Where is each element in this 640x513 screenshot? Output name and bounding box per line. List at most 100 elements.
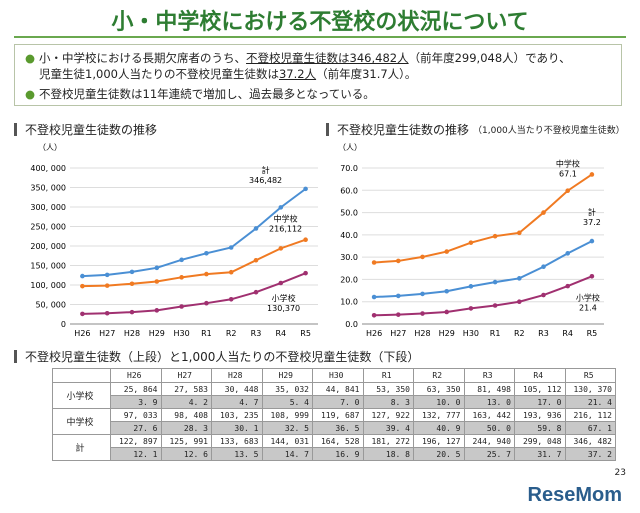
data-point (154, 308, 160, 313)
text: （前年度31.7人）。 (316, 67, 417, 81)
table-row-count: 中学校 97, 033 98, 408 103, 235 108, 999 119, 68… (52, 408, 616, 435)
count-cell: 44, 841 (312, 382, 364, 396)
data-point (468, 284, 474, 289)
data-point (278, 246, 284, 251)
data-point (80, 283, 85, 289)
summary-box: ● 小・中学校における長期欠席者のうち、不登校児童生徒数は346,482人（前年… (14, 44, 622, 106)
y-tick-label: 150, 000 (30, 262, 66, 271)
data-point (565, 283, 570, 289)
data-point (589, 172, 595, 177)
data-point (278, 280, 284, 286)
title-divider (14, 36, 626, 38)
count-cell: 144, 031 (261, 434, 313, 448)
heading-note: （1,000人当たり不登校児童生徒数） (473, 126, 625, 136)
data-point (589, 238, 595, 244)
y-tick-label: 60.0 (340, 186, 358, 195)
col-header: H30 (312, 368, 364, 383)
x-tick-label: R4 (275, 329, 286, 338)
row-label: 中学校 (52, 408, 111, 435)
count-cell: 216, 112 (564, 408, 616, 422)
rate-cell: 21. 4 (564, 395, 616, 409)
rate-cell: 3. 9 (110, 395, 162, 409)
series-name-label: 中学校 (556, 158, 580, 168)
rate-cell: 67. 1 (564, 421, 616, 435)
data-point (541, 210, 546, 215)
data-point (154, 265, 160, 271)
x-tick-label: R1 (490, 329, 501, 338)
x-tick-label: R2 (514, 329, 525, 338)
series-name-label: 小学校 (576, 292, 600, 302)
data-point (80, 311, 85, 317)
data-point (468, 240, 474, 245)
rate-cell: 50. 0 (463, 421, 515, 435)
series-name-label: 小学校 (272, 293, 296, 303)
rate-cell: 20. 5 (413, 447, 465, 461)
col-header: H28 (211, 368, 263, 383)
x-tick-label: H29 (149, 329, 165, 338)
logo: ReseMom (527, 484, 622, 506)
data-point (468, 306, 474, 311)
data-point (228, 269, 234, 275)
rate-cell: 18. 8 (362, 447, 414, 461)
count-cell: 163, 442 (463, 408, 515, 422)
data-point (253, 289, 259, 295)
series-name-label: 計 (262, 165, 270, 175)
page-number: 23 (614, 468, 626, 478)
rate-cell: 5. 4 (261, 395, 313, 409)
text: 小・中学校における長期欠席者のうち、 (39, 51, 247, 65)
series-end-value: 130,370 (267, 304, 300, 313)
x-tick-label: H28 (124, 329, 140, 338)
col-header: H27 (160, 368, 212, 383)
count-cell: 103, 235 (211, 408, 263, 422)
rate-cell: 17. 0 (514, 395, 566, 409)
col-header: H29 (261, 368, 313, 383)
y-tick-label: 250, 000 (30, 223, 66, 232)
series-line-小学校 (374, 275, 593, 317)
x-tick-label: R3 (251, 329, 262, 338)
data-point (129, 269, 135, 275)
data-point (179, 304, 184, 309)
count-cell: 108, 999 (261, 408, 313, 422)
x-tick-label: H29 (439, 329, 455, 338)
page-title: 小・中学校における不登校の状況について (111, 10, 529, 35)
data-point (420, 254, 425, 260)
rate-cell: 16. 9 (312, 447, 364, 461)
series-line-中学校 (374, 173, 593, 264)
data-point (444, 288, 450, 294)
table-row-count: 小学校 25, 864 27, 583 30, 448 35, 032 44, 841 53… (52, 382, 616, 409)
col-header: R2 (413, 368, 465, 383)
rate-cell: 10. 0 (413, 395, 465, 409)
col-header: R1 (362, 368, 414, 383)
count-cell: 132, 777 (413, 408, 465, 422)
left-chart-heading: 不登校児童生徒数の推移 (14, 121, 157, 138)
table-row-rate: 12. 1 12. 6 13. 5 14. 7 16. 9 18. 8 20. 5 25. 7… (53, 447, 616, 461)
y-tick-label: 30.0 (340, 253, 358, 262)
count-cell: 125, 991 (160, 434, 212, 448)
bullet-icon: ● (25, 51, 36, 65)
rate-cell: 31. 7 (514, 447, 566, 461)
rate-cell: 27. 6 (110, 421, 162, 435)
count-cell: 130, 370 (564, 382, 616, 396)
count-cell: 133, 683 (211, 434, 263, 448)
rate-cell: 32. 5 (261, 421, 313, 435)
y-tick-label: 20.0 (340, 275, 358, 284)
row-label: 小学校 (52, 382, 111, 409)
data-point (492, 303, 498, 308)
count-cell: 105, 112 (514, 382, 566, 396)
data-point (303, 270, 308, 276)
y-tick-label: 400, 000 (30, 164, 66, 173)
data-table: H26 H27 H28 H29 H30 R1 R2 R3 R4 R5 小学校 25, 864 27, … (52, 368, 616, 461)
rate-cell: 8. 3 (362, 395, 414, 409)
y-tick-label: 0 (61, 320, 66, 329)
heading-text: 不登校児童生徒数の推移 (25, 123, 158, 137)
count-cell: 119, 687 (312, 408, 364, 422)
data-point (253, 226, 259, 231)
series-end-value: 67.1 (559, 169, 577, 178)
count-cell: 25, 864 (110, 382, 162, 396)
data-point (371, 313, 377, 318)
count-cell: 30, 448 (211, 382, 263, 396)
series-line-計 (374, 240, 593, 299)
text: （前年度299,048人）であり、 (408, 51, 571, 65)
data-point (179, 257, 184, 263)
